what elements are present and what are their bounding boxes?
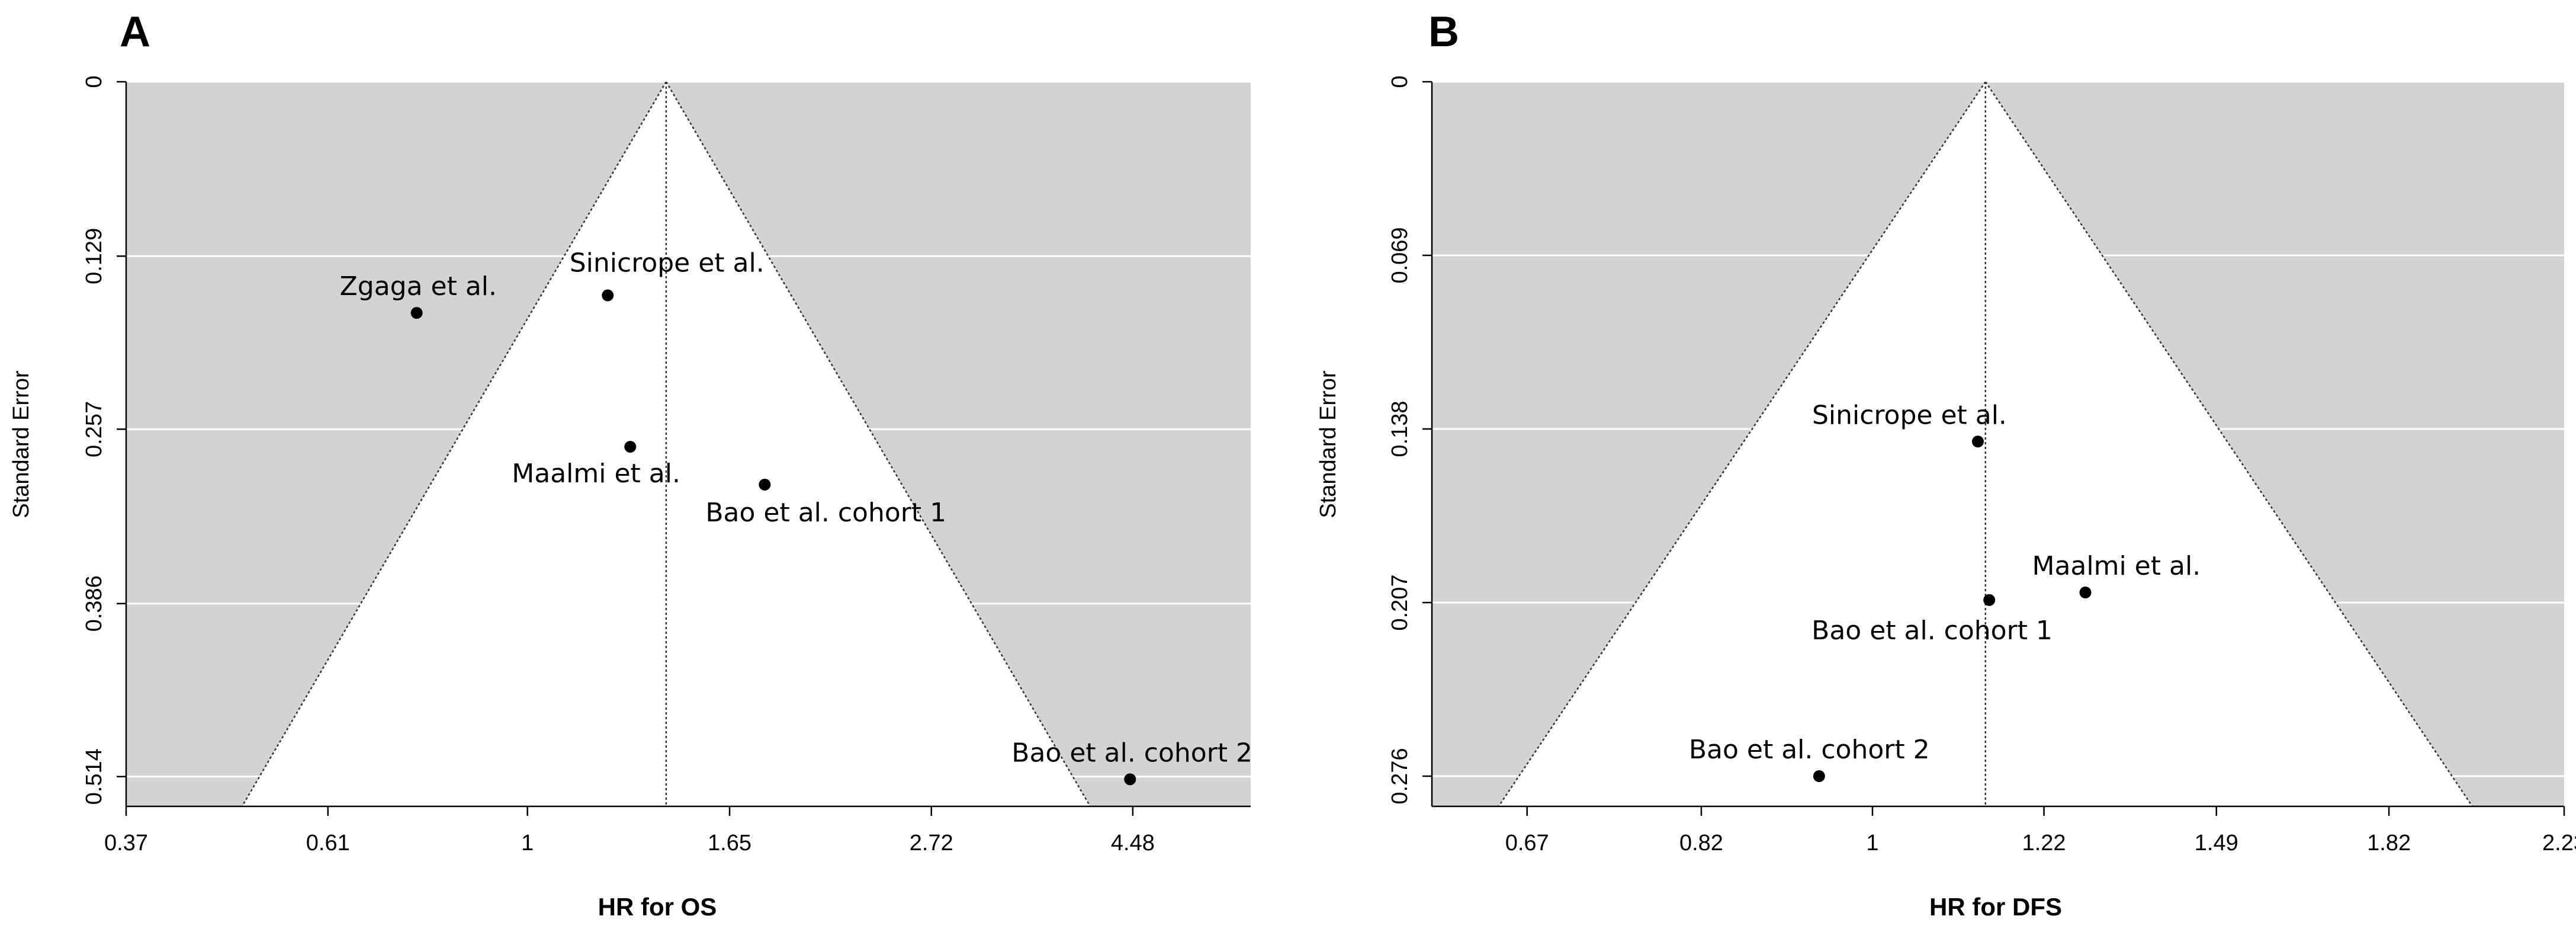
x-tick-label: 1.49 <box>2195 831 2238 856</box>
data-point <box>1983 594 1996 606</box>
y-tick-label: 0.207 <box>1387 574 1412 630</box>
y-tick-label: 0.069 <box>1387 227 1412 283</box>
point-label: Bao et al. cohort 2 <box>1689 735 1930 765</box>
x-tick-label: 4.48 <box>1111 831 1155 856</box>
data-point <box>624 441 637 453</box>
panel-label: A <box>120 8 150 56</box>
x-tick-label: 0.61 <box>306 831 350 856</box>
x-tick-label: 1 <box>1866 831 1878 856</box>
funnel-left-limit <box>1498 82 1986 806</box>
y-axis-title: Standard Error <box>9 370 34 518</box>
y-tick-label: 0.276 <box>1387 748 1412 804</box>
x-tick-label: 0.67 <box>1505 831 1549 856</box>
x-tick-label: 0.82 <box>1679 831 1723 856</box>
data-point <box>2079 587 2092 599</box>
y-axis-title: Standard Error <box>1316 370 1341 518</box>
x-tick-label: 1.22 <box>2022 831 2066 856</box>
point-label: Sinicrope et al. <box>1812 400 2007 430</box>
data-point <box>759 478 771 491</box>
panel-label: B <box>1428 8 1459 56</box>
data-point <box>410 307 423 319</box>
point-label: Zgaga et al. <box>340 271 497 302</box>
point-label: Sinicrope et al. <box>570 248 765 278</box>
y-tick-label: 0 <box>1387 75 1412 88</box>
point-label: Bao et al. cohort 2 <box>1011 738 1252 768</box>
funnel-plot-os: Zgaga et al. Sinicrope et al. Maalmi et al… <box>9 8 1252 921</box>
funnel-plot-dfs: Sinicrope et al. Maalmi et al. Bao et al. … <box>1316 8 2576 921</box>
x-tick-label: 1 <box>521 831 534 856</box>
x-tick-label: 0.37 <box>104 831 148 856</box>
y-tick-label: 0.386 <box>82 575 107 632</box>
data-point <box>1971 435 1984 448</box>
point-label: Bao et al. cohort 1 <box>1811 616 2053 646</box>
x-axis-title: HR for OS <box>598 893 717 921</box>
x-tick-label: 1.82 <box>2367 831 2411 856</box>
data-point <box>602 289 614 302</box>
y-tick-label: 0 <box>82 75 107 88</box>
point-label: Maalmi et al. <box>512 459 680 489</box>
point-label: Maalmi et al. <box>2032 551 2201 581</box>
y-tick-label: 0.257 <box>82 401 107 457</box>
data-point <box>1813 770 1825 783</box>
plot-area <box>126 82 1251 806</box>
plot-area <box>1432 82 2564 806</box>
funnel-right-limit <box>1984 82 2473 806</box>
point-label: Bao et al. cohort 1 <box>705 498 946 528</box>
y-tick-label: 0.129 <box>82 228 107 284</box>
y-tick-label: 0.138 <box>1387 401 1412 457</box>
y-tick-label: 0.514 <box>82 748 107 805</box>
data-point <box>1124 773 1136 786</box>
x-tick-label: 1.65 <box>708 831 751 856</box>
x-axis-title: HR for DFS <box>1929 893 2062 921</box>
x-tick-label: 2.72 <box>910 831 953 856</box>
x-tick-label: 2.23 <box>2542 831 2576 856</box>
